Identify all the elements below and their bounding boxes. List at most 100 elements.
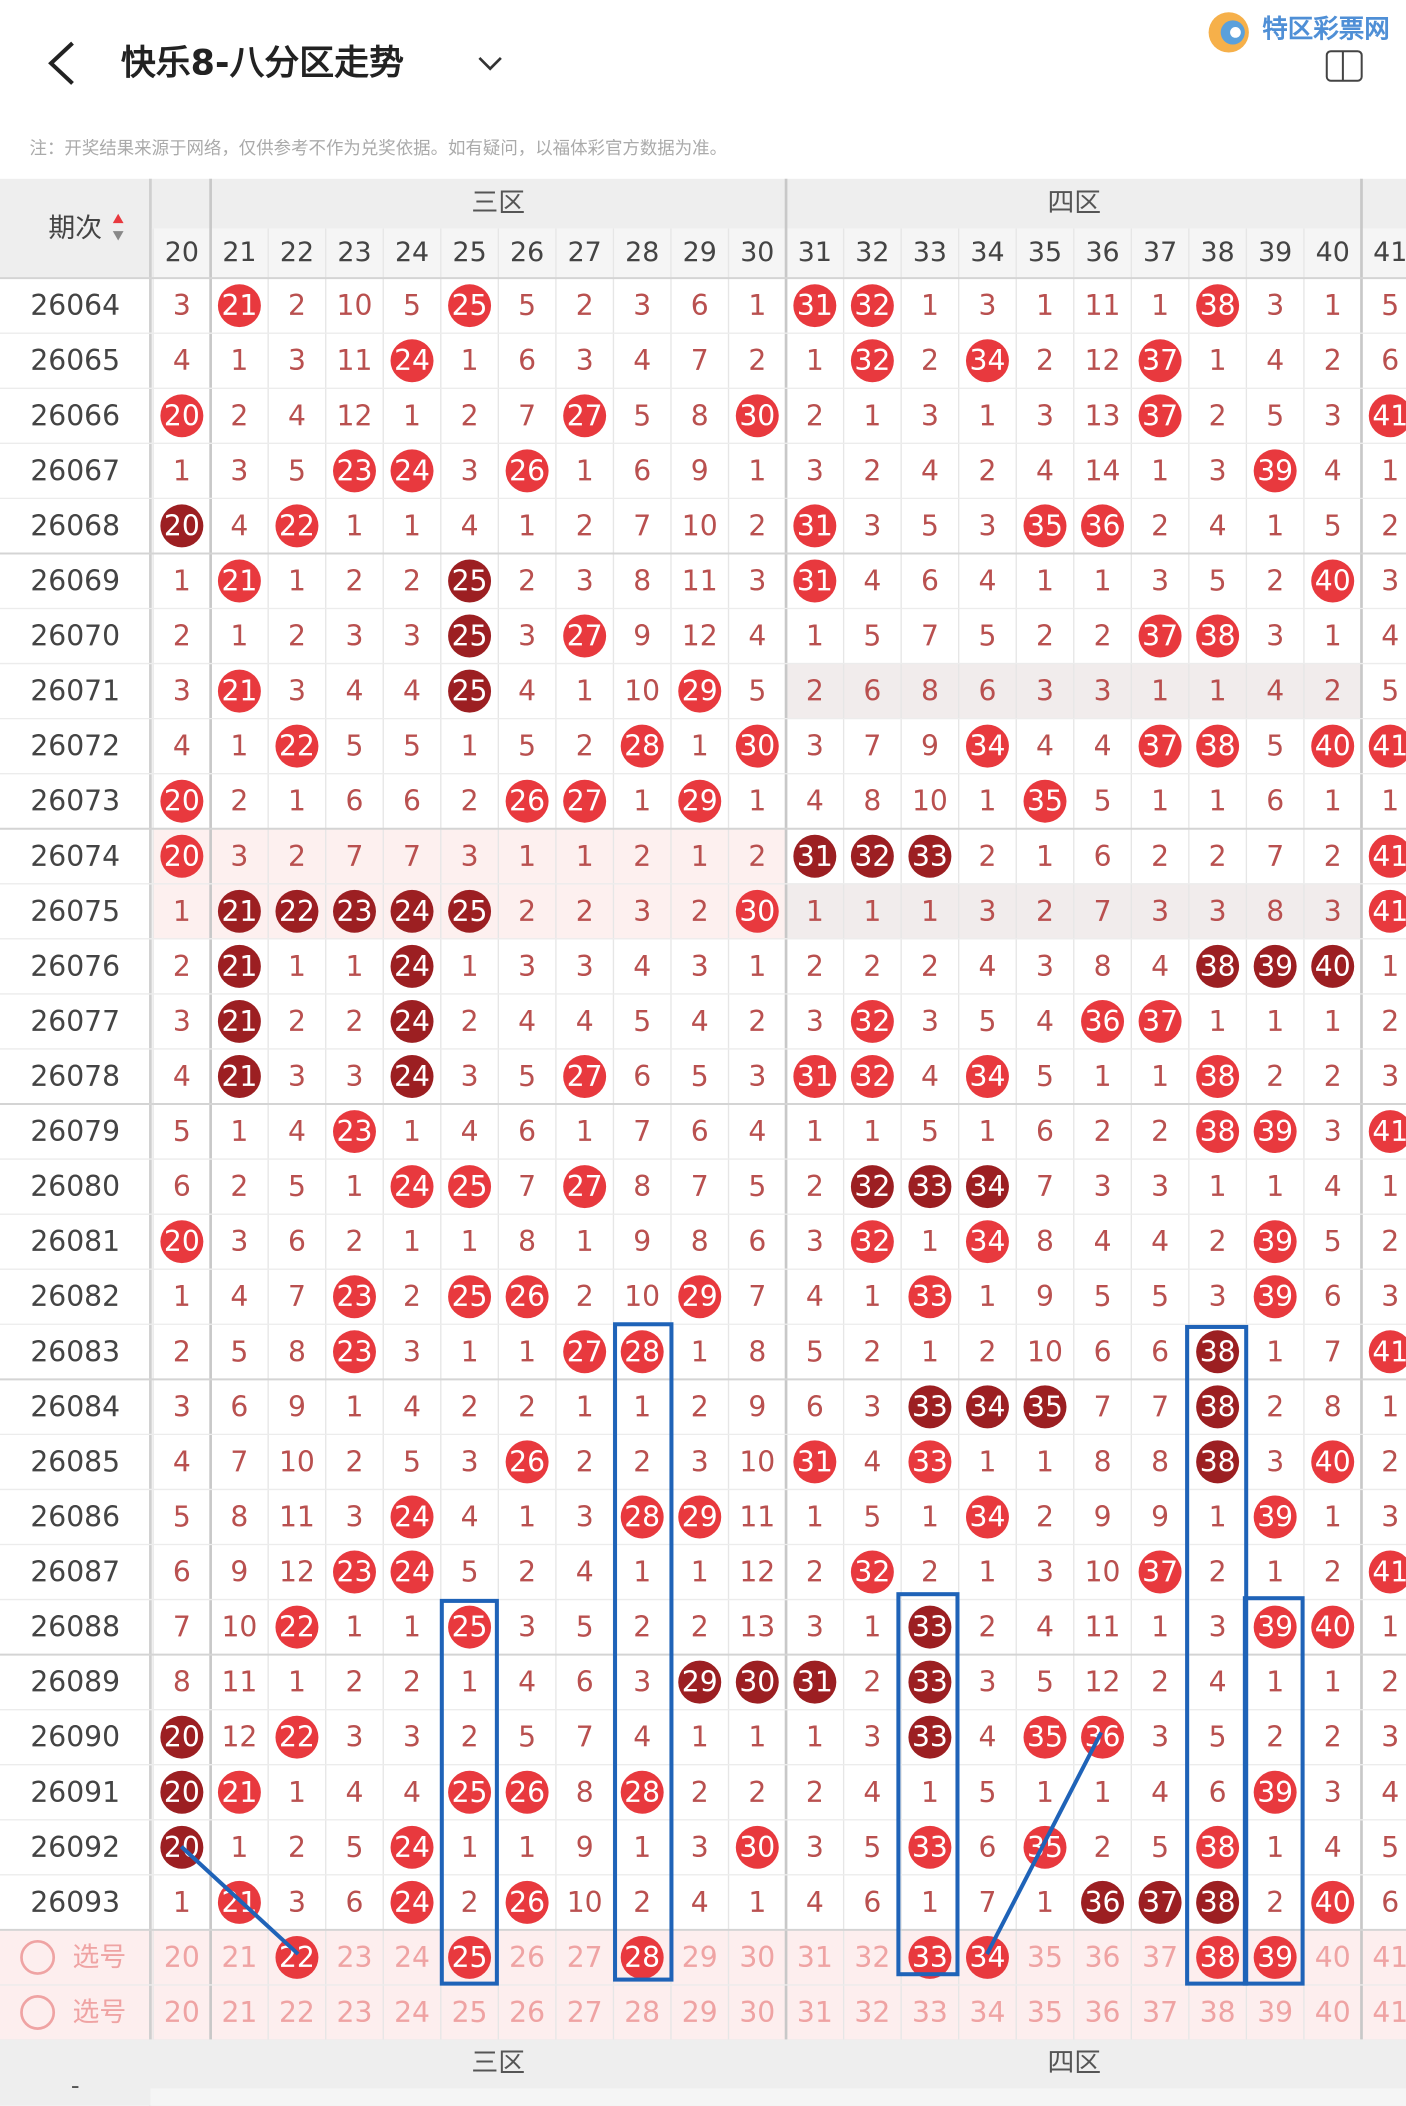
- hit-ball: [448, 1605, 492, 1649]
- select-number[interactable]: 26: [509, 1996, 545, 2029]
- select-number[interactable]: 40: [1315, 1941, 1351, 1974]
- select-number[interactable]: 27: [567, 1996, 603, 2029]
- miss-count: 4: [806, 1886, 824, 1919]
- miss-count: 2: [978, 1611, 996, 1644]
- sort-down[interactable]: [112, 231, 124, 241]
- hit-ball: [1196, 1110, 1240, 1154]
- title-dropdown[interactable]: [478, 56, 502, 71]
- select-number[interactable]: 25: [452, 1941, 488, 1974]
- select-number[interactable]: 27: [567, 1941, 603, 1974]
- select-number[interactable]: 22: [279, 1996, 315, 2029]
- miss-count: 8: [288, 1335, 306, 1368]
- select-number[interactable]: 24: [394, 1941, 430, 1974]
- miss-count: 9: [1151, 1500, 1169, 1533]
- miss-count: 2: [346, 564, 364, 597]
- select-number[interactable]: 33: [912, 1941, 948, 1974]
- select-number[interactable]: 36: [1085, 1996, 1121, 2029]
- miss-count: 3: [288, 1886, 306, 1919]
- select-number[interactable]: 23: [337, 1996, 373, 2029]
- column-header: 31: [798, 237, 832, 268]
- miss-count: 3: [518, 950, 536, 983]
- selected-ball: [448, 1935, 492, 1979]
- select-number[interactable]: 28: [624, 1941, 660, 1974]
- select-number[interactable]: 20: [164, 1996, 200, 2029]
- ball-number: 22: [279, 1611, 315, 1644]
- sort-up[interactable]: [112, 213, 124, 224]
- hit-ball: [1023, 504, 1067, 548]
- select-number[interactable]: 38: [1200, 1996, 1236, 2029]
- miss-count: 12: [221, 1721, 257, 1754]
- select-number[interactable]: 24: [394, 1996, 430, 2029]
- back-button[interactable]: [48, 41, 74, 85]
- select-number[interactable]: 39: [1257, 1996, 1293, 2029]
- select-number[interactable]: 29: [682, 1996, 718, 2029]
- miss-count: 1: [978, 1115, 996, 1148]
- select-radio[interactable]: [20, 1939, 56, 1975]
- ball-number: 24: [394, 1886, 430, 1919]
- select-number[interactable]: 38: [1200, 1941, 1236, 1974]
- select-number[interactable]: 21: [221, 1996, 257, 2029]
- repeat-ball: [908, 1605, 952, 1649]
- miss-count: 6: [633, 454, 651, 487]
- ball-number: 21: [221, 675, 257, 708]
- column-header: 21: [222, 237, 256, 268]
- period-header[interactable]: 期次: [48, 213, 102, 244]
- select-number[interactable]: 33: [912, 1996, 948, 2029]
- select-number[interactable]: 31: [797, 1996, 833, 2029]
- select-number[interactable]: 39: [1257, 1941, 1293, 1974]
- period: 26073: [30, 785, 120, 818]
- select-number[interactable]: 29: [682, 1941, 718, 1974]
- ball-number: 25: [452, 675, 488, 708]
- ball-number: 39: [1257, 1611, 1293, 1644]
- miss-count: 2: [1324, 1060, 1342, 1093]
- select-number[interactable]: 35: [1027, 1996, 1063, 2029]
- select-number[interactable]: 37: [1142, 1941, 1178, 1974]
- selected-ball: [1196, 1935, 1240, 1979]
- select-number[interactable]: 30: [739, 1996, 775, 2029]
- ball-number: 23: [337, 1115, 373, 1148]
- miss-count: 1: [806, 620, 824, 653]
- hit-ball: [850, 284, 894, 328]
- hit-ball: [735, 724, 779, 768]
- layout-toggle[interactable]: [1325, 50, 1363, 82]
- select-number[interactable]: 20: [164, 1941, 200, 1974]
- select-number[interactable]: 41: [1372, 1996, 1406, 2029]
- miss-count: 1: [518, 1335, 536, 1368]
- select-number[interactable]: 28: [624, 1996, 660, 2029]
- ball-number: 21: [221, 1005, 257, 1038]
- select-number[interactable]: 35: [1027, 1941, 1063, 1974]
- select-number[interactable]: 41: [1372, 1941, 1406, 1974]
- ball-number: 20: [164, 1721, 200, 1754]
- select-number[interactable]: 23: [337, 1941, 373, 1974]
- miss-count: 2: [230, 1170, 248, 1203]
- select-number[interactable]: 31: [797, 1941, 833, 1974]
- miss-count: 1: [1209, 1500, 1227, 1533]
- select-radio[interactable]: [20, 1995, 56, 2030]
- miss-count: 1: [518, 840, 536, 873]
- zone-label: 四区: [1047, 2047, 1101, 2078]
- hit-ball: [275, 724, 319, 768]
- select-number[interactable]: 25: [452, 1996, 488, 2029]
- select-number[interactable]: 30: [739, 1941, 775, 1974]
- select-number[interactable]: 26: [509, 1941, 545, 1974]
- miss-count: 1: [1324, 1500, 1342, 1533]
- miss-count: 1: [1266, 1666, 1284, 1699]
- select-number[interactable]: 37: [1142, 1996, 1178, 2029]
- hit-ball: [965, 1495, 1009, 1539]
- select-number[interactable]: 21: [221, 1941, 257, 1974]
- miss-count: 5: [863, 1500, 881, 1533]
- select-number[interactable]: 32: [854, 1996, 890, 2029]
- select-number[interactable]: 22: [279, 1941, 315, 1974]
- select-number[interactable]: 32: [854, 1941, 890, 1974]
- miss-count: 11: [221, 1666, 257, 1699]
- select-number[interactable]: 34: [970, 1996, 1006, 2029]
- select-number[interactable]: 40: [1315, 1996, 1351, 2029]
- ball-number: 24: [394, 950, 430, 983]
- select-number[interactable]: 36: [1085, 1941, 1121, 1974]
- select-number[interactable]: 34: [970, 1941, 1006, 1974]
- hit-ball: [333, 1275, 376, 1319]
- miss-count: 8: [633, 1170, 651, 1203]
- hit-ball: [1311, 1605, 1355, 1649]
- miss-count: 7: [288, 1280, 306, 1313]
- miss-count: 2: [1381, 509, 1399, 542]
